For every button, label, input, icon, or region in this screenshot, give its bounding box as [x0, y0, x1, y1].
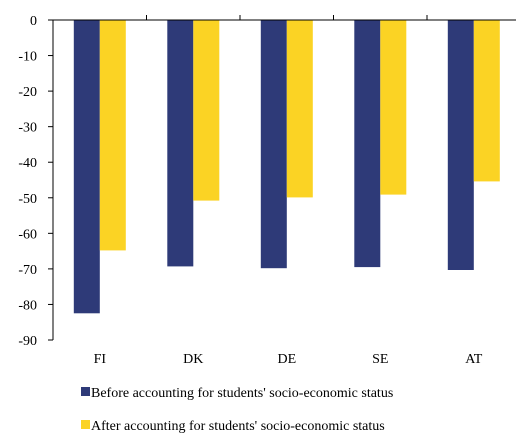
bar-before-fi — [73, 20, 100, 314]
legend-swatch-before — [81, 387, 90, 396]
y-tick-label: -90 — [18, 334, 37, 349]
x-tick-label: DK — [183, 352, 203, 367]
bar-after-se — [380, 20, 407, 195]
legend-label-before: Before accounting for students' socio-ec… — [91, 386, 393, 401]
x-tick-label: DE — [277, 352, 296, 367]
legend: Before accounting for students' socio-ec… — [81, 386, 393, 434]
x-tick-label: AT — [465, 352, 483, 367]
bar-before-dk — [167, 20, 194, 267]
y-tick-label: -10 — [18, 50, 37, 65]
y-tick-label: 0 — [30, 14, 37, 29]
y-tick-label: -80 — [18, 298, 37, 313]
bar-before-at — [447, 20, 474, 270]
bar-before-se — [354, 20, 381, 268]
x-tick-label: SE — [372, 352, 388, 367]
y-tick-label: -70 — [18, 263, 37, 278]
y-tick-label: -20 — [18, 85, 37, 100]
plot-area: 0 -10 -20 -30 -40 -50 -60 -70 -80 -90 FI DK DE SE AT — [18, 14, 516, 367]
bar-after-at — [473, 20, 500, 182]
bar-before-de — [260, 20, 287, 269]
y-tick-label: -30 — [18, 121, 37, 136]
x-tick-label: FI — [94, 352, 107, 367]
y-tick-label: -50 — [18, 192, 37, 207]
bar-after-de — [286, 20, 313, 198]
bar-after-dk — [193, 20, 220, 201]
bar-after-fi — [99, 20, 126, 251]
y-tick-label: -60 — [18, 227, 37, 242]
legend-swatch-after — [81, 420, 90, 429]
y-tick-label: -40 — [18, 156, 37, 171]
legend-label-after: After accounting for students' socio-eco… — [91, 419, 385, 434]
